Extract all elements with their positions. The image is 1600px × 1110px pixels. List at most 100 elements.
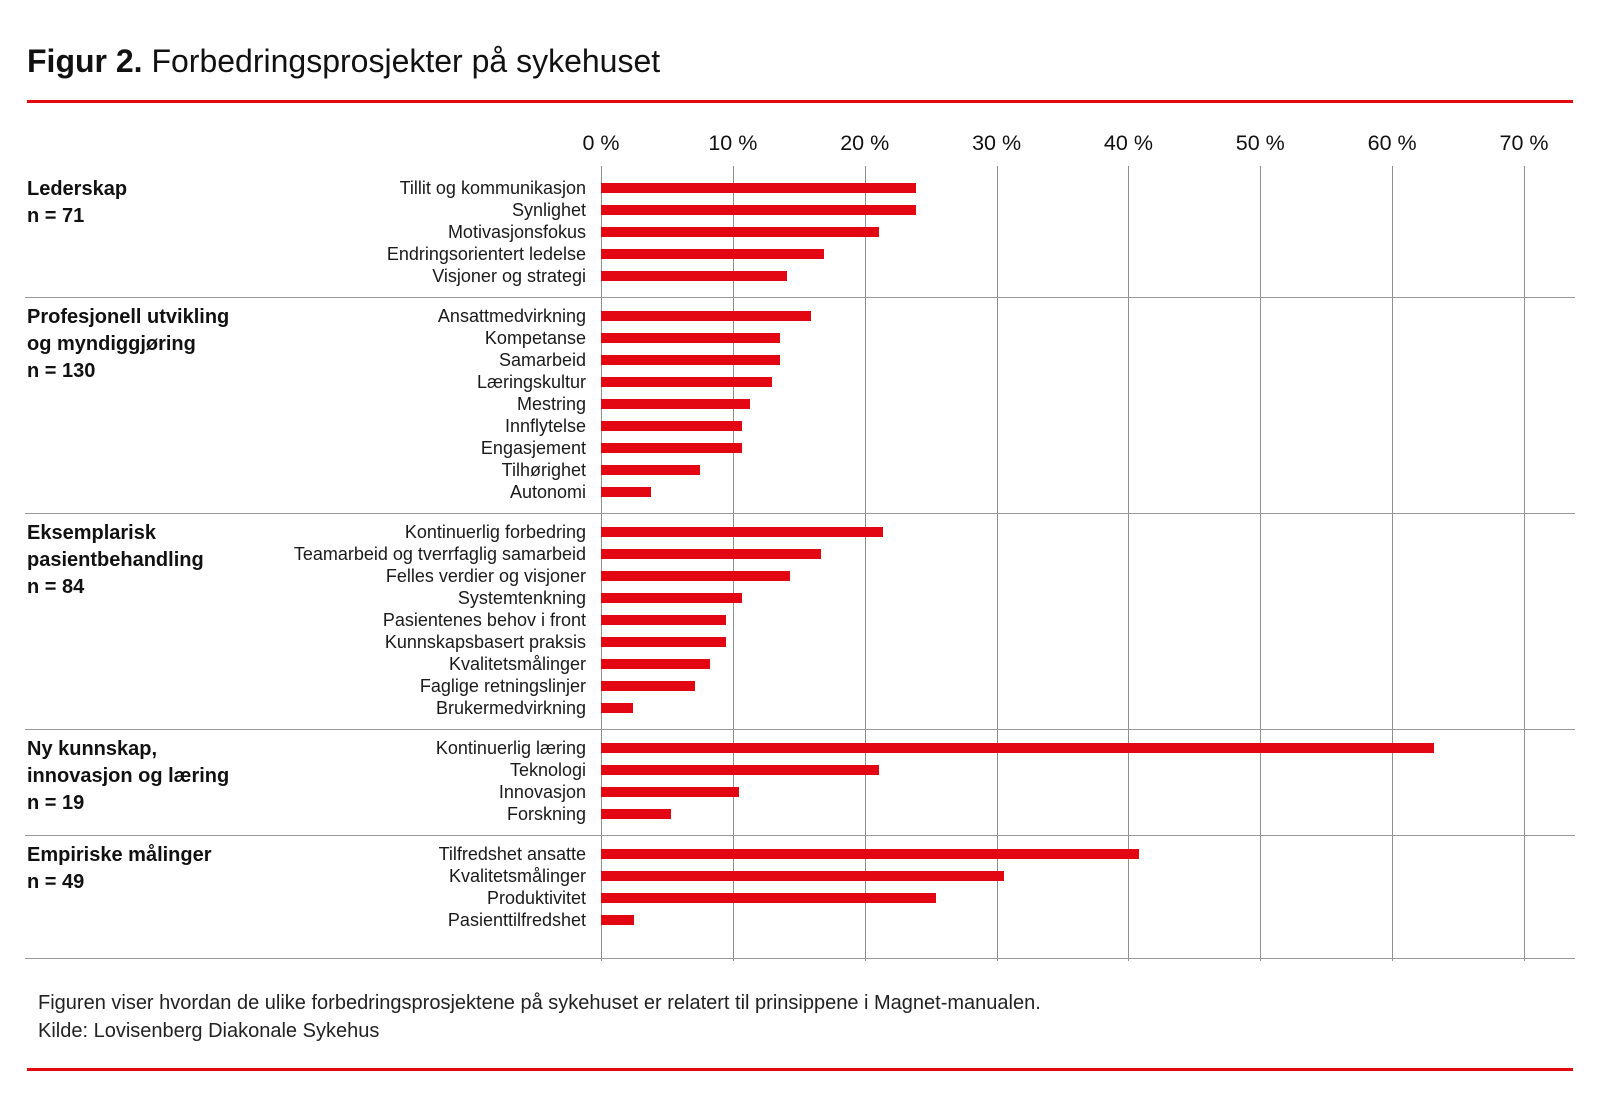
bar-label: Kvalitetsmålinger	[448, 654, 586, 674]
x-tick-label: 70 %	[1499, 131, 1549, 155]
bar-label: Motivasjonsfokus	[447, 222, 586, 242]
bar-label: Forskning	[506, 804, 586, 824]
group-label-line: Lederskap	[27, 178, 128, 200]
bar-label: Tillit og kommunikasjon	[399, 178, 586, 198]
bar	[601, 333, 781, 343]
bar-row: Tillit og kommunikasjon	[25, 177, 1575, 199]
gridline	[1524, 166, 1526, 961]
group-label-line: n = 130	[27, 360, 96, 382]
bar-label: Tilfredshet ansatte	[438, 844, 586, 864]
bar-label: Mestring	[516, 394, 586, 414]
bar-label: Kontinuerlig forbedring	[404, 522, 586, 542]
source-line: Kilde: Lovisenberg Diakonale Sykehus	[38, 1019, 380, 1042]
bar-row: Systemtenkning	[25, 587, 1575, 609]
bar-label: Systemtenkning	[457, 588, 586, 608]
bar-row: Forskning	[25, 803, 1575, 825]
group-label: Empiriske målinger n = 49	[27, 842, 387, 896]
bar	[601, 183, 917, 193]
bar-row: Felles verdier og visjoner	[25, 565, 1575, 587]
bar	[601, 249, 824, 259]
gridline	[864, 166, 866, 961]
bar-label: Visjoner og strategi	[432, 266, 586, 286]
bar-label: Engasjement	[480, 438, 586, 458]
figure-caption: Figuren viser hvordan de ulike forbedrin…	[38, 990, 1041, 1045]
bar-label: Kompetanse	[484, 328, 586, 348]
bar-row: Synlighet	[25, 199, 1575, 221]
bar-label: Synlighet	[511, 200, 586, 220]
bar-label: Brukermedvirkning	[435, 698, 586, 718]
gridline	[1392, 166, 1394, 961]
x-axis: 0 % 10 % 20 % 30 % 40 % 50 % 60 % 70 %	[0, 131, 1600, 161]
chart-group: Profesjonell utvikling og myndiggjøring n …	[25, 298, 1575, 514]
gridline	[1260, 166, 1262, 961]
bar-row: Teknologi	[25, 759, 1575, 781]
bar	[601, 615, 727, 625]
figure-title: Figur 2. Forbedringsprosjekter på sykehu…	[27, 42, 660, 80]
bar-row: Visjoner og strategi	[25, 265, 1575, 287]
chart-group: Empiriske målinger n = 49 Tilfredshet ansa…	[25, 836, 1575, 959]
bar-row: Mestring	[25, 393, 1575, 415]
group-label: Eksemplarisk pasientbehandling n = 84	[27, 520, 387, 601]
bar-label: Samarbeid	[498, 350, 586, 370]
bar-label: Teamarbeid og tverrfaglig samarbeid	[293, 544, 586, 564]
bar-label: Teknologi	[509, 760, 586, 780]
bar	[601, 637, 727, 647]
bar-row: Kvalitetsmålinger	[25, 865, 1575, 887]
bar-row: Endringsorientert ledelse	[25, 243, 1575, 265]
bar	[601, 465, 700, 475]
group-label-line: og myndiggjøring	[27, 333, 196, 355]
bar	[601, 871, 1005, 881]
group-label-line: n = 71	[27, 205, 85, 227]
bar-row: Ansattmedvirkning	[25, 305, 1575, 327]
x-tick-label: 0 %	[582, 131, 620, 155]
bar	[601, 787, 740, 797]
bottom-accent-rule	[27, 1068, 1573, 1071]
gridline	[732, 166, 734, 961]
figure-title-text: Forbedringsprosjekter på sykehuset	[142, 43, 661, 79]
bar	[601, 703, 633, 713]
bar-row: Kvalitetsmålinger	[25, 653, 1575, 675]
x-tick-label: 20 %	[840, 131, 890, 155]
chart-group: Eksemplarisk pasientbehandling n = 84 Konti…	[25, 514, 1575, 730]
group-label-line: Profesjonell utvikling	[27, 306, 230, 328]
bar	[601, 809, 671, 819]
bar-label: Autonomi	[509, 482, 586, 502]
bar	[601, 549, 822, 559]
bar	[601, 205, 917, 215]
bar-label: Innovasjon	[498, 782, 586, 802]
bar	[601, 527, 884, 537]
bar-row: Læringskultur	[25, 371, 1575, 393]
bar	[601, 571, 790, 581]
bar-label: Faglige retningslinjer	[419, 676, 586, 696]
bar-label: Læringskultur	[476, 372, 586, 392]
gridline	[996, 166, 998, 961]
group-label: Ny kunnskap, innovasjon og læring n = 19	[27, 736, 387, 817]
bar	[601, 765, 880, 775]
group-label-line: Empiriske målinger	[27, 844, 212, 866]
chart-group: Lederskap n = 71 Tillit og kommunikasjon Sy…	[25, 170, 1575, 298]
bar	[601, 443, 743, 453]
bar-label: Kvalitetsmålinger	[448, 866, 586, 886]
bar-row: Innflytelse	[25, 415, 1575, 437]
bar-row: Kontinuerlig forbedring	[25, 521, 1575, 543]
caption-line: Figuren viser hvordan de ulike forbedrin…	[38, 992, 1041, 1014]
group-label: Lederskap n = 71	[27, 176, 387, 230]
bar	[601, 659, 711, 669]
bar-row: Pasienttilfredshet	[25, 909, 1575, 931]
bar	[601, 915, 634, 925]
bar-row: Samarbeid	[25, 349, 1575, 371]
bar-label: Tilhørighet	[501, 460, 586, 480]
bar-label: Pasientenes behov i front	[382, 610, 586, 630]
x-tick-label: 60 %	[1367, 131, 1417, 155]
grid	[0, 166, 1600, 961]
bar-label: Felles verdier og visjoner	[385, 566, 586, 586]
bar	[601, 849, 1139, 859]
gridline	[1128, 166, 1130, 961]
figure-title-prefix: Figur 2.	[27, 43, 143, 79]
x-tick-label: 40 %	[1103, 131, 1153, 155]
gridline	[601, 166, 602, 961]
bar-row: Innovasjon	[25, 781, 1575, 803]
group-label-line: n = 19	[27, 792, 85, 814]
bar-label: Produktivitet	[486, 888, 586, 908]
bar-row: Kontinuerlig læring	[25, 737, 1575, 759]
